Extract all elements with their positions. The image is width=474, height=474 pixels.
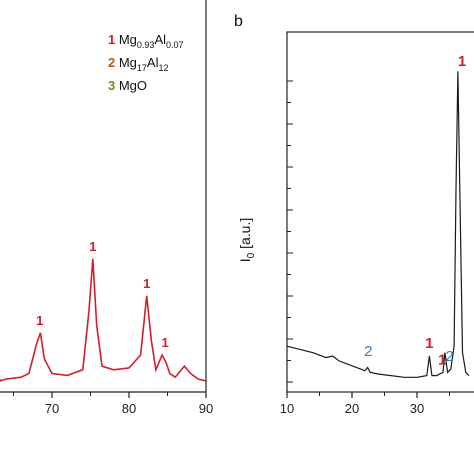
legend: 1 Mg0.93Al0.07 2 Mg17Al12 3 MgO xyxy=(108,32,184,93)
panel-b-label: b xyxy=(234,13,243,30)
panel-b-peak-label: 1 xyxy=(438,351,446,368)
panel-b-peak-label: 2 xyxy=(364,343,372,360)
legend-entry-number: 1 xyxy=(108,32,119,47)
panel-a-x-tick-label: 90 xyxy=(199,401,213,416)
panel-b-peak-label: 2 xyxy=(445,348,453,365)
panel-a-x-tick-label: 70 xyxy=(45,401,59,416)
panel-a-peak-label: 1 xyxy=(161,335,168,350)
panel-b-frame xyxy=(286,31,474,393)
panel-a-peak-label: 1 xyxy=(143,276,150,291)
panel-a-chart: 70 80 90 1 1 1 1 1 Mg0.93Al0.07 2 Mg17Al12 3 Mg… xyxy=(0,0,213,416)
panel-a-x-tick-label: 80 xyxy=(122,401,136,416)
panel-b-series-line xyxy=(286,71,470,378)
legend-entry: 2 Mg17Al12 xyxy=(108,55,169,73)
legend-entry: 1 Mg0.93Al0.07 xyxy=(108,32,184,50)
legend-entry-number: 2 xyxy=(108,55,119,70)
panel-b-peak-label: 1 xyxy=(425,335,433,352)
legend-entry: 3 MgO xyxy=(108,78,147,93)
panel-b-y-axis-label: I0 [a.u.] xyxy=(237,218,257,262)
panel-a-peak-label: 1 xyxy=(89,239,96,254)
panel-a-peak-label: 1 xyxy=(36,313,43,328)
panel-b-x-tick-label: 30 xyxy=(410,401,424,416)
panel-a-series-line xyxy=(0,258,207,382)
legend-entry-number: 3 xyxy=(108,78,119,93)
panel-b-x-tick-label: 10 xyxy=(280,401,294,416)
panel-b-x-tick-label: 20 xyxy=(345,401,359,416)
panel-b-peak-label: 1 xyxy=(458,53,466,70)
